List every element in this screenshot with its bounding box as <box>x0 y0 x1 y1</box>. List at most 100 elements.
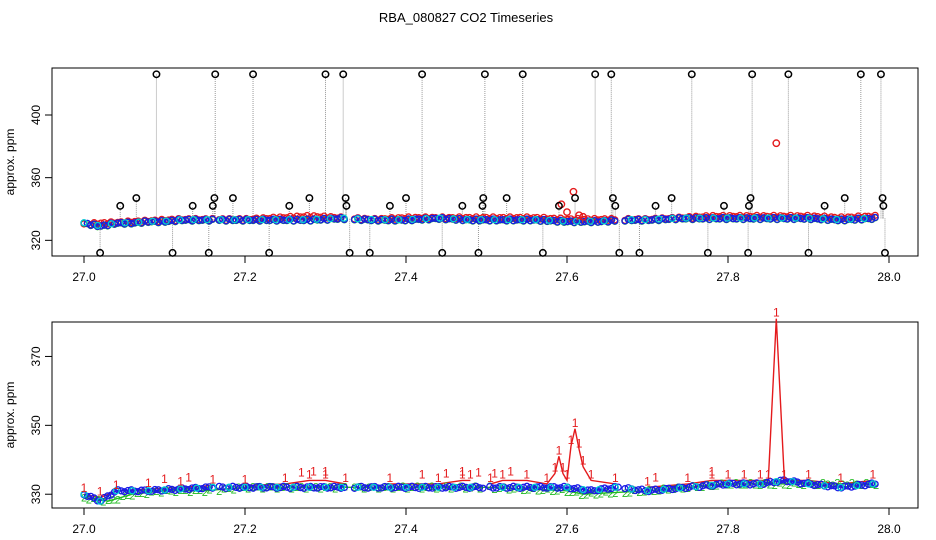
cyan-point <box>805 214 813 222</box>
cyan-point <box>682 214 690 222</box>
red-excursion-point <box>569 187 578 196</box>
cyan-point <box>450 483 458 491</box>
outlier-point <box>720 201 728 210</box>
blue-point <box>746 214 754 223</box>
blue-point <box>763 478 771 487</box>
red-series-label: 1 <box>177 474 184 488</box>
cyan-point <box>466 483 475 491</box>
cyan-point <box>737 214 745 222</box>
cyan-point <box>418 483 426 491</box>
cyan-point <box>340 214 348 222</box>
blue-point <box>550 216 558 225</box>
figure-title: RBA_080827 CO2 Timeseries <box>379 10 554 25</box>
red-series-label: 1 <box>725 467 732 481</box>
cyan-point <box>321 483 330 491</box>
blue-point <box>624 215 632 223</box>
blue-point <box>266 482 274 491</box>
blue-point <box>550 483 558 491</box>
cyan-point <box>668 214 677 223</box>
red-series-label: 1 <box>387 471 394 485</box>
blue-point <box>144 218 152 226</box>
blue-point <box>800 215 808 223</box>
blue-point <box>523 482 531 490</box>
cyan-point <box>655 215 663 223</box>
x-tick-label: 27.0 <box>72 270 96 284</box>
cyan-point <box>586 217 594 225</box>
blue-point <box>404 215 413 223</box>
red-series-label: 1 <box>757 467 764 481</box>
blue-point <box>699 482 707 490</box>
blue-point <box>191 483 200 492</box>
cyan-point <box>241 483 249 491</box>
blue-point <box>306 482 315 491</box>
outlier-point <box>152 70 161 79</box>
blue-point <box>519 483 528 491</box>
cyan-point <box>595 485 603 494</box>
blue-point <box>465 484 474 493</box>
blue-point <box>651 485 660 493</box>
cyan-point <box>490 216 499 224</box>
blue-point <box>715 480 724 488</box>
red-series-label: 1 <box>507 464 514 478</box>
cyan-point <box>627 485 636 493</box>
blue-point <box>607 216 616 224</box>
cyan-point <box>271 216 280 224</box>
outlier-point <box>265 248 274 257</box>
cyan-point <box>750 214 759 222</box>
red-series-label: 1 <box>475 466 482 480</box>
green-series-label: 2 <box>463 484 469 496</box>
cyan-point <box>778 214 786 222</box>
outlier-point <box>502 194 511 202</box>
green-series-label: 2 <box>231 485 237 497</box>
y-tick-label: 360 <box>29 167 43 187</box>
blue-point <box>151 217 159 225</box>
blue-point <box>729 479 737 488</box>
blue-point <box>560 218 568 226</box>
cyan-point <box>144 487 153 495</box>
cyan-point <box>273 483 281 491</box>
blue-point <box>841 482 849 490</box>
outlier-point <box>591 70 600 79</box>
red-series-label: 1 <box>459 467 466 481</box>
blue-point <box>712 214 720 223</box>
outlier-point <box>856 70 865 79</box>
blue-point <box>374 484 382 492</box>
blue-point <box>164 485 173 493</box>
blue-point <box>202 483 210 491</box>
blue-point <box>442 484 450 492</box>
green-series-label: 2 <box>207 485 213 497</box>
cyan-point <box>627 216 636 224</box>
cyan-point <box>244 216 252 224</box>
green-series-label: 2 <box>91 493 97 505</box>
blue-point <box>317 216 325 224</box>
blue-point <box>232 483 240 492</box>
red-series-label: 1 <box>765 467 772 481</box>
cyan-point <box>422 215 430 223</box>
blue-point <box>807 215 815 224</box>
blue-point <box>455 483 463 492</box>
red-series-label: 1 <box>576 436 583 450</box>
cyan-point <box>370 483 378 491</box>
blue-point <box>208 215 217 223</box>
plot-frame <box>51 67 919 257</box>
outlier-point <box>804 248 813 257</box>
cyan-point <box>96 497 104 505</box>
blue-point <box>360 215 369 223</box>
blue-point <box>310 215 318 223</box>
blue-point <box>543 484 551 492</box>
blue-point <box>797 480 805 488</box>
outlier-point <box>188 201 197 210</box>
cyan-point <box>819 215 827 223</box>
blue-point <box>665 215 673 223</box>
x-tick-label: 27.4 <box>394 270 418 284</box>
outlier-point <box>321 70 330 79</box>
outlier-point <box>555 201 563 210</box>
blue-point <box>712 480 720 488</box>
green-series-label: 2 <box>564 487 570 499</box>
cyan-point <box>312 215 321 223</box>
blue-point <box>489 484 497 492</box>
cyan-point <box>853 481 861 490</box>
blue-point <box>161 218 169 226</box>
blue-point <box>381 482 389 491</box>
blue-point <box>864 214 873 223</box>
